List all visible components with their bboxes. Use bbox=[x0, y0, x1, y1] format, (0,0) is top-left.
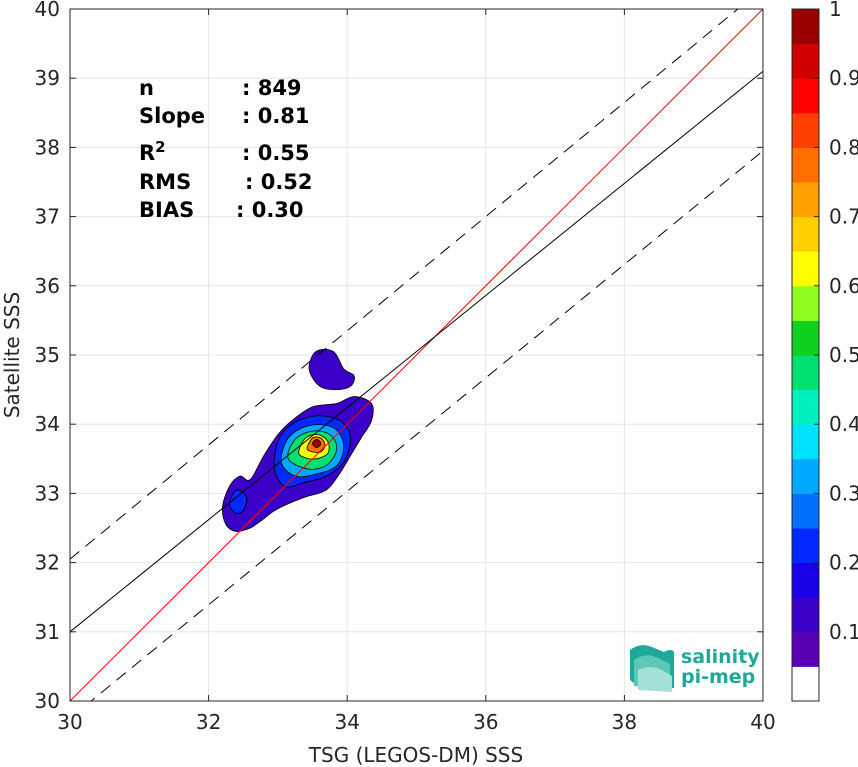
salinity-pi-mep-logo: salinity pi-mep bbox=[630, 645, 760, 692]
identity-line bbox=[70, 9, 763, 701]
y-axis-ticks: 30 31 32 33 34 35 36 37 38 39 40 bbox=[35, 0, 763, 713]
stat-label: Slope bbox=[139, 104, 205, 128]
y-tick-label: 38 bbox=[35, 135, 60, 159]
regression-line bbox=[70, 70, 763, 633]
x-tick-label: 36 bbox=[473, 710, 498, 734]
stat-value: : 0.30 bbox=[236, 198, 304, 222]
colorbar-segment bbox=[792, 43, 819, 79]
density-contour-1 bbox=[308, 349, 355, 391]
y-tick-label: 32 bbox=[35, 551, 60, 575]
upper-bound-line bbox=[70, 9, 739, 560]
colorbar-segment bbox=[792, 147, 819, 183]
colorbar-segment bbox=[792, 355, 819, 391]
colorbar-segment bbox=[792, 216, 819, 252]
colorbar-segment bbox=[792, 112, 819, 148]
logo-text-salinity: salinity bbox=[681, 646, 760, 668]
colorbar-tick-label: 1 bbox=[829, 0, 842, 21]
colorbar-tick-label: 0.4 bbox=[829, 412, 858, 436]
density-contour-2 bbox=[228, 489, 248, 514]
colorbar-tick-label: 0.6 bbox=[829, 274, 858, 298]
density-contour-8 bbox=[312, 438, 322, 449]
y-tick-label: 30 bbox=[35, 689, 60, 713]
stat-value: : 0.55 bbox=[242, 141, 310, 165]
y-tick-label: 39 bbox=[35, 66, 60, 90]
x-tick-label: 34 bbox=[334, 710, 359, 734]
reference-lines bbox=[70, 9, 763, 701]
colorbar-segment bbox=[792, 458, 819, 494]
colorbar-segment bbox=[792, 182, 819, 218]
colorbar-segment bbox=[792, 493, 819, 529]
colorbar-tick-label: 0.5 bbox=[829, 343, 858, 367]
colorbar-segment bbox=[792, 528, 819, 564]
y-tick-label: 36 bbox=[35, 274, 60, 298]
logo-text-pi-mep: pi-mep bbox=[681, 666, 755, 688]
y-tick-label: 40 bbox=[35, 0, 60, 21]
colorbar-segment bbox=[792, 562, 819, 598]
stat-value: : 0.81 bbox=[242, 104, 310, 128]
x-tick-label: 40 bbox=[750, 710, 775, 734]
colorbar-segment bbox=[792, 9, 819, 45]
y-tick-label: 37 bbox=[35, 205, 60, 229]
colorbar-segment bbox=[792, 424, 819, 460]
colorbar-tick-label: 0.3 bbox=[829, 481, 858, 505]
stat-label: n bbox=[139, 76, 154, 100]
stat-label: R2 bbox=[139, 138, 166, 165]
density-contours bbox=[221, 349, 374, 532]
statistics-box: n : 849 Slope : 0.81 R2 : 0.55 RMS : 0.52 BIAS : … bbox=[139, 76, 313, 222]
colorbar-segment bbox=[792, 597, 819, 633]
colorbar-tick-label: 0.2 bbox=[829, 551, 858, 575]
colorbar-tick-label: 0.1 bbox=[829, 620, 858, 644]
lower-bound-line bbox=[90, 150, 763, 701]
colorbar-segment bbox=[792, 251, 819, 287]
y-tick-label: 31 bbox=[35, 620, 60, 644]
colorbar-segment bbox=[792, 78, 819, 114]
colorbar: 0.1 0.2 0.3 0.4 0.5 0.6 0.7 0.8 0.9 1 bbox=[791, 0, 858, 702]
y-axis-label: Satellite SSS bbox=[0, 292, 24, 418]
grid bbox=[70, 9, 763, 701]
stat-value: : 0.52 bbox=[245, 170, 313, 194]
x-tick-label: 32 bbox=[196, 710, 221, 734]
x-tick-label: 38 bbox=[612, 710, 637, 734]
colorbar-segment bbox=[792, 389, 819, 425]
stat-label: RMS bbox=[139, 170, 191, 194]
x-tick-label: 30 bbox=[57, 710, 82, 734]
stat-value: : 849 bbox=[242, 76, 302, 100]
colorbar-tick-label: 0.7 bbox=[829, 205, 858, 229]
colorbar-segment bbox=[792, 285, 819, 321]
colorbar-tick-label: 0.8 bbox=[829, 135, 858, 159]
y-tick-label: 35 bbox=[35, 343, 60, 367]
x-axis-label: TSG (LEGOS-DM) SSS bbox=[308, 743, 523, 767]
colorbar-segment bbox=[792, 320, 819, 356]
colorbar-tick-label: 0.9 bbox=[829, 66, 858, 90]
x-axis-ticks: 30 32 34 36 38 40 bbox=[57, 9, 776, 734]
colorbar-segment bbox=[792, 666, 819, 702]
y-tick-label: 33 bbox=[35, 481, 60, 505]
logo-wave-icon bbox=[630, 645, 674, 692]
y-tick-label: 34 bbox=[35, 412, 60, 436]
colorbar-segment bbox=[792, 631, 819, 667]
stat-label: BIAS bbox=[139, 198, 194, 222]
